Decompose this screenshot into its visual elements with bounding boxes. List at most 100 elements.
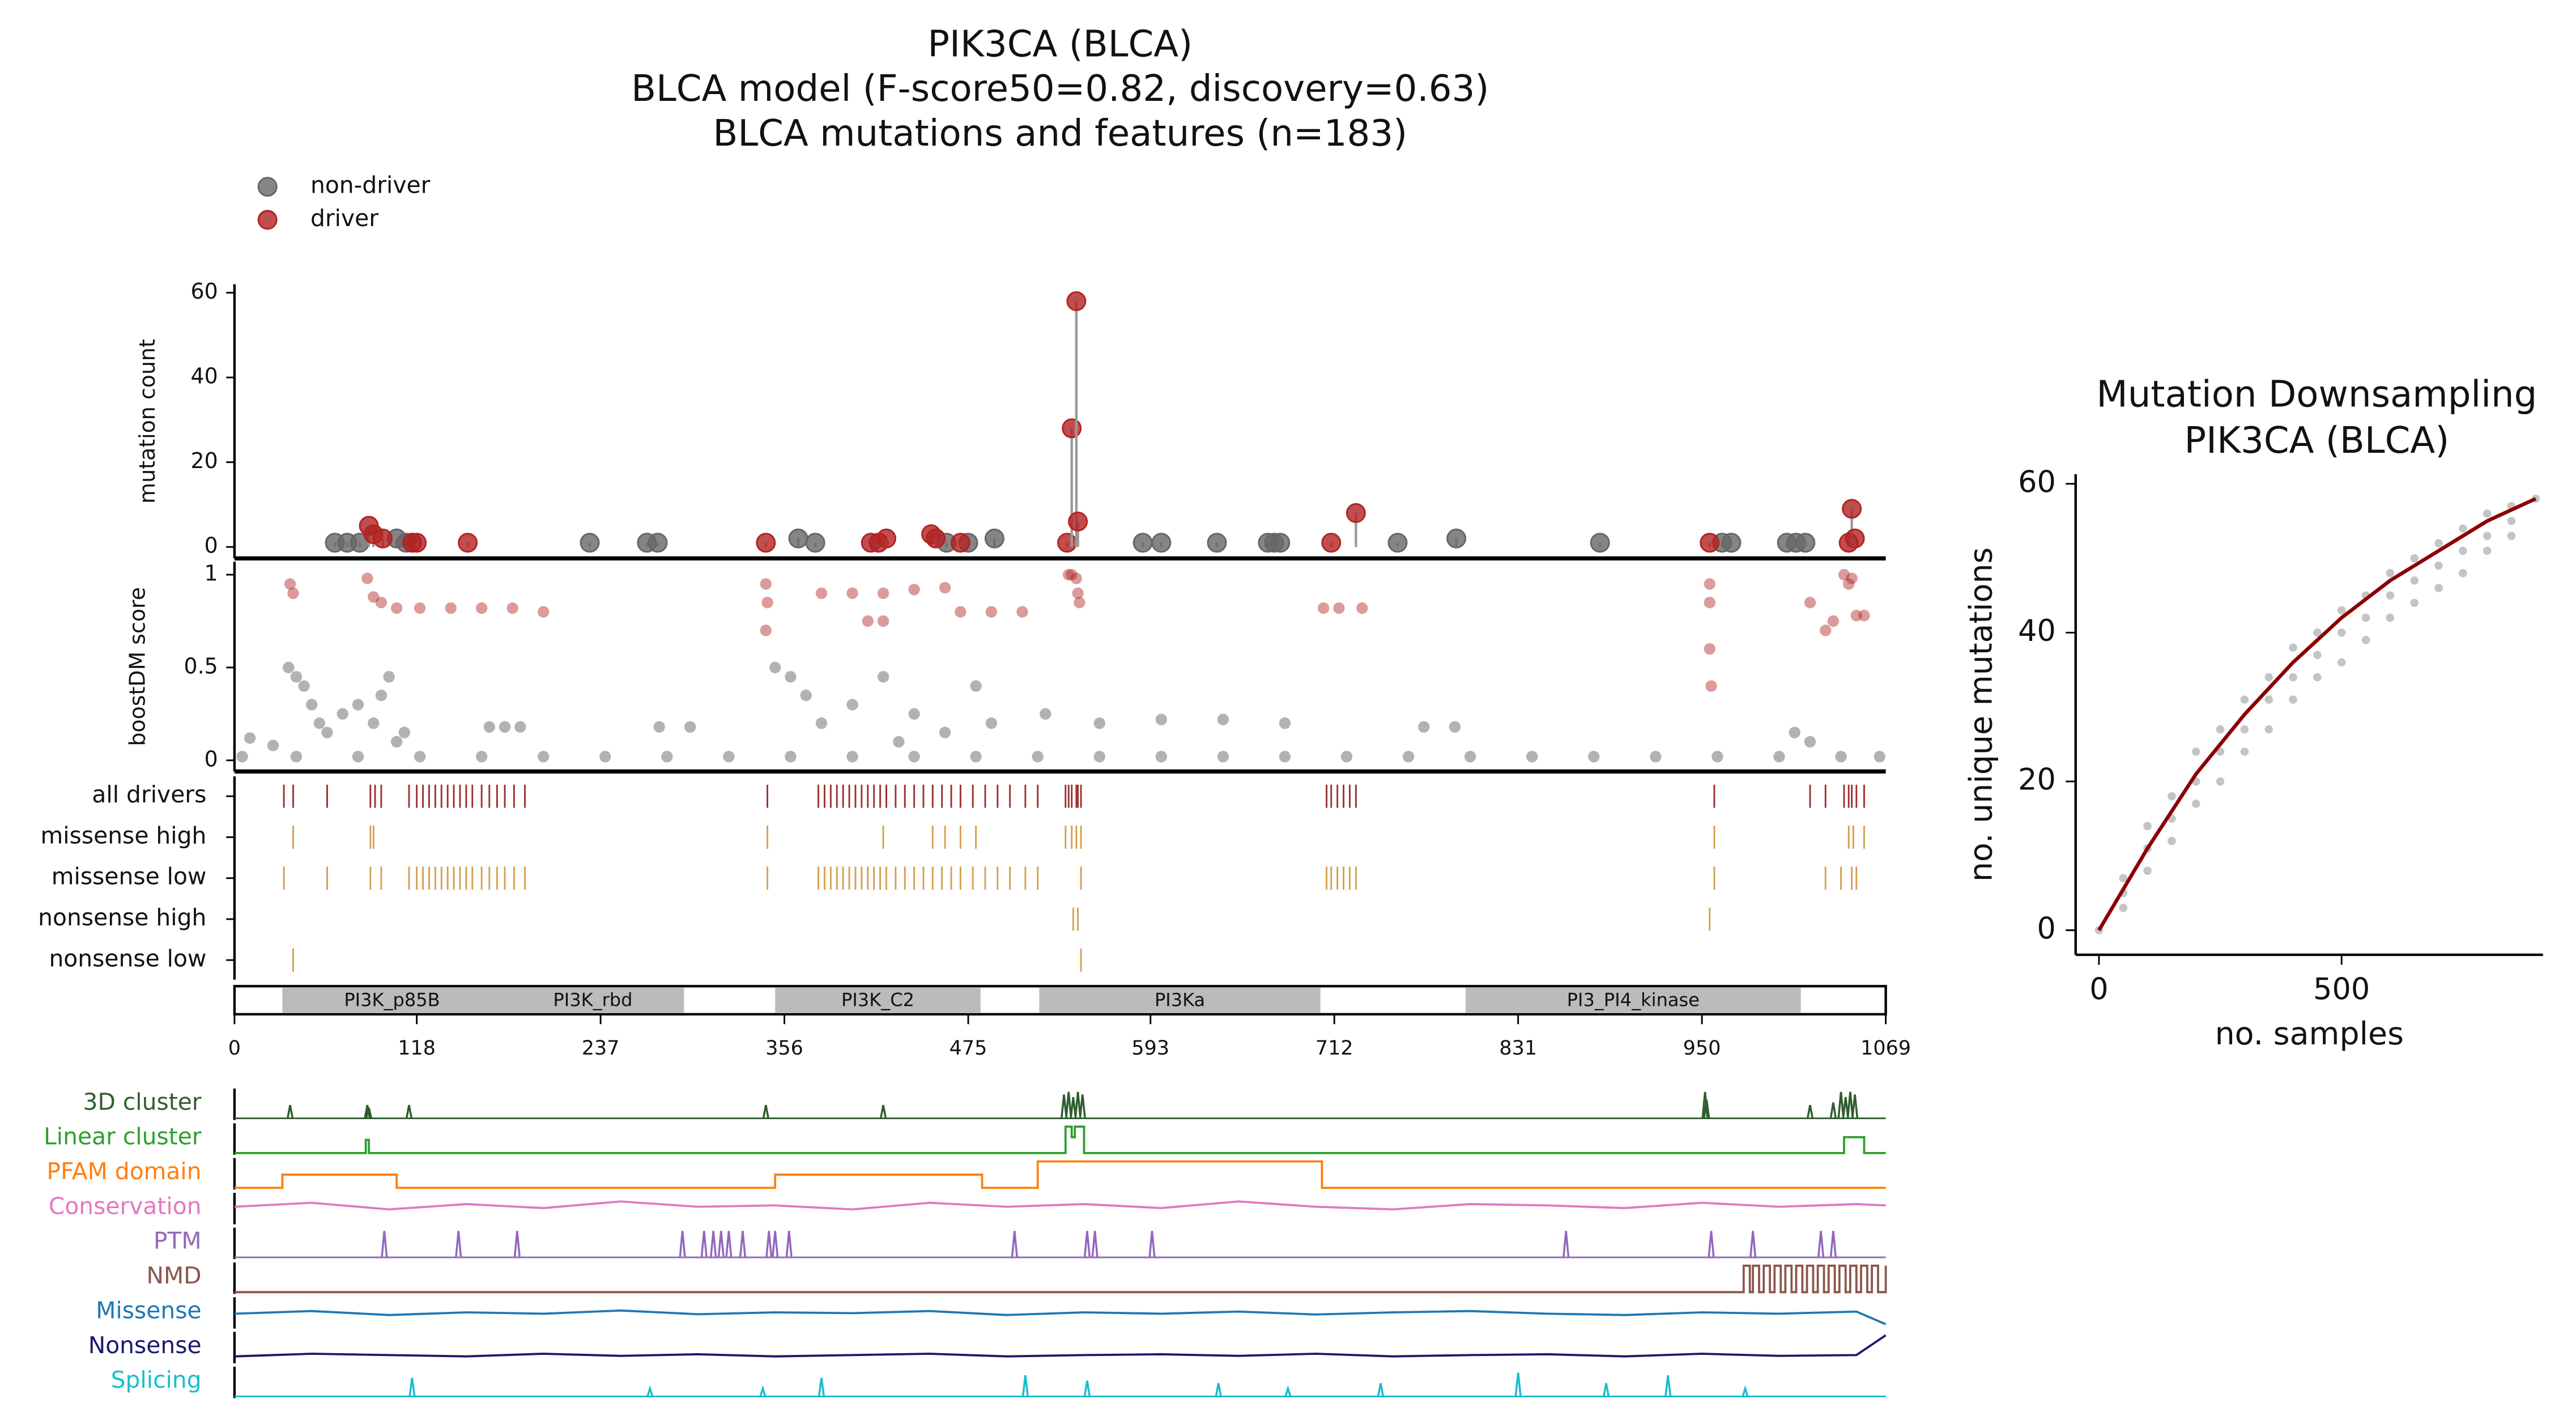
score-point — [483, 721, 495, 733]
score-point — [475, 602, 488, 614]
lollipop-head — [580, 533, 600, 553]
score-point — [908, 751, 920, 763]
x-tick-label: 237 — [582, 1037, 620, 1060]
lollipop-head — [1842, 499, 1862, 519]
lollipop-head — [1321, 533, 1342, 553]
score-point — [506, 602, 518, 614]
lollipop-head — [1270, 533, 1291, 553]
sample-point — [2143, 866, 2152, 875]
score-point — [1773, 751, 1785, 763]
score-point — [877, 671, 889, 683]
sample-point — [2313, 628, 2322, 637]
spike — [765, 1231, 773, 1258]
sample-point — [2264, 695, 2273, 704]
sample-point — [2507, 532, 2516, 541]
domain — [1039, 988, 1321, 1013]
legend-label: non-driver — [310, 172, 431, 199]
track-line — [234, 1125, 1886, 1154]
domain — [775, 988, 981, 1013]
lollipop-head — [1207, 533, 1227, 553]
score-point — [1650, 751, 1662, 763]
spike — [772, 1231, 779, 1258]
y-axis-label: no. unique mutations — [1964, 547, 2000, 882]
score-point — [1032, 751, 1044, 763]
score-point — [1804, 597, 1816, 609]
score-point — [352, 699, 364, 711]
y-tick-label: 1 — [205, 561, 218, 586]
domain-label: PI3K_C2 — [841, 989, 914, 1011]
score-point — [445, 602, 457, 614]
score-point — [862, 615, 874, 627]
sample-point — [2483, 532, 2492, 541]
score-point — [337, 708, 348, 720]
score-point — [846, 699, 858, 711]
spike — [717, 1231, 725, 1258]
row-label: all drivers — [92, 781, 206, 808]
sample-point — [2434, 539, 2443, 548]
score-point — [1155, 713, 1168, 725]
track-label: Conservation — [49, 1192, 202, 1219]
row-label: nonsense high — [38, 904, 206, 931]
score-point — [1016, 606, 1028, 618]
score-point — [1588, 751, 1600, 763]
score-point — [361, 572, 373, 584]
spike — [1701, 1091, 1709, 1119]
score-point — [368, 591, 380, 603]
spike — [1060, 1094, 1068, 1119]
spike — [1514, 1372, 1522, 1397]
spike — [1091, 1231, 1098, 1258]
y-tick-label: 0 — [205, 746, 218, 771]
score-point — [1217, 713, 1229, 725]
score-point — [846, 587, 858, 600]
spike — [1846, 1091, 1854, 1119]
score-point — [287, 587, 299, 600]
score-point — [1093, 717, 1105, 729]
spike — [1065, 1091, 1072, 1119]
score-point — [661, 751, 673, 763]
chart-title: Mutation Downsampling — [2096, 373, 2537, 415]
score-point — [383, 671, 395, 683]
score-point — [1279, 717, 1291, 729]
spike — [365, 1107, 373, 1119]
lollipop-head — [1346, 503, 1366, 523]
score-point — [1827, 615, 1840, 627]
sample-point — [2216, 777, 2225, 786]
sample-point — [2240, 695, 2249, 704]
lollipop-head — [756, 533, 776, 553]
row-label: nonsense low — [49, 945, 206, 972]
score-point — [1842, 578, 1855, 590]
track-label: Missense — [96, 1297, 201, 1324]
score-point — [375, 689, 388, 702]
domain — [1465, 988, 1801, 1013]
sample-point — [2459, 524, 2467, 533]
score-point — [414, 602, 426, 614]
sample-point — [2483, 509, 2492, 518]
score-point — [877, 587, 889, 600]
score-point — [1074, 597, 1085, 609]
score-point — [368, 717, 380, 729]
score-point — [769, 661, 781, 674]
score-point — [1820, 624, 1832, 636]
score-point — [1704, 578, 1716, 590]
score-point — [908, 584, 920, 596]
sample-point — [2434, 561, 2443, 570]
score-point — [375, 597, 388, 609]
score-point — [970, 680, 982, 692]
lollipop-head — [876, 528, 897, 549]
lollipop-head — [458, 533, 478, 553]
x-tick-label: 593 — [1131, 1037, 1169, 1060]
score-point — [761, 597, 773, 609]
spike — [1829, 1102, 1837, 1119]
score-point — [1402, 751, 1415, 763]
spike — [1215, 1383, 1222, 1397]
sample-point — [2410, 554, 2419, 563]
score-point — [908, 708, 920, 720]
score-point — [1072, 587, 1084, 600]
y-tick-label: 0.5 — [184, 653, 218, 678]
score-point — [298, 680, 310, 692]
sample-point — [2264, 673, 2273, 682]
score-point — [1789, 726, 1800, 738]
lollipop-head — [1066, 291, 1087, 311]
score-point — [1526, 751, 1538, 763]
